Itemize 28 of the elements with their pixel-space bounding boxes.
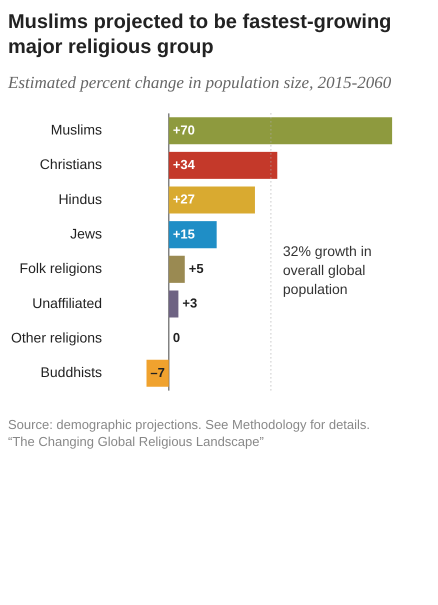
y-tick-label: Muslims [50, 122, 102, 138]
text: “The Changing Global Religious Landscape” [8, 433, 265, 450]
bar [168, 117, 392, 144]
data-label: +15 [172, 226, 195, 242]
data-label: +70 [172, 122, 195, 138]
bar [146, 360, 169, 387]
data-label: +27 [172, 192, 195, 207]
data-label: –7 [150, 364, 165, 380]
chart-subtitle: Estimated percent change in population size, 2015-2060 [8, 72, 392, 94]
data-label: +5 [188, 260, 204, 276]
y-tick-label: Folk religions [20, 260, 102, 276]
y-tick-label: Christians [40, 156, 102, 172]
y-tick-label: Unaffiliated [32, 294, 102, 311]
source-note: Source: demographic projections. See Methodology for details. [8, 416, 372, 433]
bar [168, 290, 178, 318]
bar [168, 152, 278, 179]
y-tick-label: Jews [70, 226, 102, 242]
y-tick-label: Other religions [10, 329, 102, 346]
bar [168, 221, 217, 248]
data-label: +3 [182, 296, 198, 311]
ref-line-label: 32% growth in overall global population [282, 242, 372, 297]
y-tick-label: Buddhists [40, 364, 102, 380]
y-tick-label: Hindus [58, 190, 102, 207]
data-label: +34 [172, 156, 196, 172]
bar [168, 186, 255, 214]
data-label: 0 [172, 330, 180, 346]
chart-title: Muslims projected to be fastest-growing major religious group [8, 10, 392, 60]
bar [168, 256, 185, 283]
